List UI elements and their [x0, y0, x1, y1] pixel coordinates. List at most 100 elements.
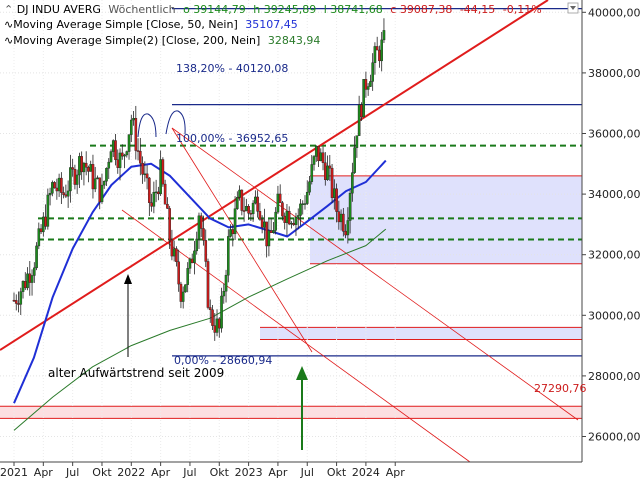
candle-body-62: [152, 192, 156, 207]
trendline-downtrend-lower: [121, 209, 471, 463]
candle-body-151: [353, 147, 356, 173]
candle-body-127: [299, 203, 302, 216]
candle-body-16: [48, 192, 52, 196]
candle-body-88: [211, 309, 214, 326]
trendlines: [0, 0, 579, 463]
candle-body-50: [125, 151, 129, 156]
candle-body-54: [134, 118, 138, 151]
candle-body-77: [186, 268, 189, 285]
candle-body-75: [181, 291, 185, 302]
candle-body-2: [17, 303, 20, 305]
candle-body-86: [206, 261, 210, 308]
candle-body-61: [150, 202, 153, 207]
candle-body-160: [373, 46, 377, 63]
candle-body-153: [357, 104, 361, 136]
decorations: [124, 110, 308, 450]
candle-body-63: [154, 191, 158, 194]
candle-body-55: [136, 150, 140, 152]
trendline-long-term-uptrend: [0, 0, 549, 351]
double-top-arc-left: [137, 113, 157, 138]
x-tick-label-4: 2022: [117, 466, 145, 479]
candle-body-21: [60, 177, 63, 193]
candle-body-31: [82, 162, 86, 173]
legend-symbol: ⌃ DJ INDU AVERG Wöchentlich o 39144,79 h…: [4, 3, 542, 16]
candle-body-33: [87, 167, 90, 172]
zone-0: [310, 175, 582, 264]
candle-body-111: [263, 221, 266, 228]
candle-body-149: [348, 192, 352, 221]
y-tick-label-3: 32000,00: [588, 249, 640, 262]
x-tick-label-0: 2021: [0, 466, 28, 479]
candle-body-41: [105, 167, 108, 182]
x-tick-label-10: Jul: [300, 466, 314, 479]
candle-body-125: [294, 216, 298, 225]
candle-body-71: [172, 248, 176, 257]
x-tick-label-3: Okt: [92, 466, 112, 479]
candle-body-26: [71, 167, 74, 170]
candle-body-53: [132, 118, 135, 121]
candle-body-15: [46, 194, 50, 227]
candle-body-123: [290, 222, 293, 225]
candle-body-102: [242, 210, 246, 212]
candle-body-141: [330, 167, 334, 198]
candle-body-99: [236, 197, 239, 209]
candle-body-44: [111, 140, 115, 152]
candle-body-51: [127, 134, 131, 152]
x-tick-label-7: Okt: [210, 466, 230, 479]
x-tick-label-11: Okt: [327, 466, 347, 479]
candle-body-34: [89, 164, 92, 172]
candles: [12, 18, 386, 341]
uptrend-annotation: alter Aufwärtstrend seit 2009: [48, 366, 224, 380]
candle-body-36: [93, 178, 97, 190]
candle-body-101: [240, 189, 244, 211]
candle-body-126: [296, 215, 300, 218]
candle-body-14: [44, 216, 47, 227]
candle-body-112: [265, 221, 268, 247]
candle-body-59: [145, 173, 149, 179]
candle-body-128: [301, 203, 305, 205]
candle-body-113: [267, 230, 271, 247]
candle-body-106: [251, 202, 255, 215]
downtrend-target-label: 27290,76: [534, 382, 587, 395]
candle-body-93: [222, 291, 226, 297]
arrow-up-black-head: [124, 274, 132, 284]
candle-body-131: [308, 181, 311, 193]
candle-body-134: [314, 145, 318, 157]
candle-body-22: [62, 192, 65, 195]
candle-body-6: [26, 273, 29, 289]
candle-body-24: [66, 190, 70, 197]
candle-body-3: [19, 291, 23, 305]
candle-body-18: [53, 182, 56, 189]
candle-body-118: [278, 193, 282, 203]
trendline-fib-diagonal: [171, 127, 313, 353]
legend-menu-icon[interactable]: [567, 2, 579, 14]
candle-body-94: [224, 274, 228, 292]
fib-0-label: 0,00% - 28660,94: [174, 354, 272, 367]
candle-body-92: [220, 295, 223, 329]
candle-body-129: [303, 203, 307, 205]
candle-body-89: [213, 325, 217, 333]
candle-body-96: [229, 229, 232, 237]
candle-body-120: [283, 215, 286, 223]
ma50-line: [13, 159, 387, 404]
candle-body-161: [375, 46, 379, 51]
trendline-downtrend-upper: [171, 127, 579, 421]
candle-body-85: [204, 240, 208, 262]
candle-body-10: [35, 245, 38, 269]
legend: ⌃ DJ INDU AVERG Wöchentlich o 39144,79 h…: [4, 2, 579, 47]
candle-body-159: [371, 62, 374, 82]
candle-body-32: [84, 162, 88, 168]
arrow-up-green-head: [296, 366, 308, 380]
plot-area: [0, 0, 582, 463]
candle-body-69: [168, 208, 171, 241]
candle-body-135: [317, 145, 320, 162]
candle-body-150: [351, 172, 354, 194]
candle-body-136: [319, 152, 323, 162]
candle-body-144: [337, 211, 341, 223]
candle-body-164: [382, 30, 386, 41]
y-tick-label-5: 36000,00: [588, 128, 640, 141]
zones: [0, 175, 582, 419]
candle-body-110: [260, 219, 264, 228]
candle-body-19: [55, 187, 59, 192]
candle-body-40: [102, 180, 106, 186]
